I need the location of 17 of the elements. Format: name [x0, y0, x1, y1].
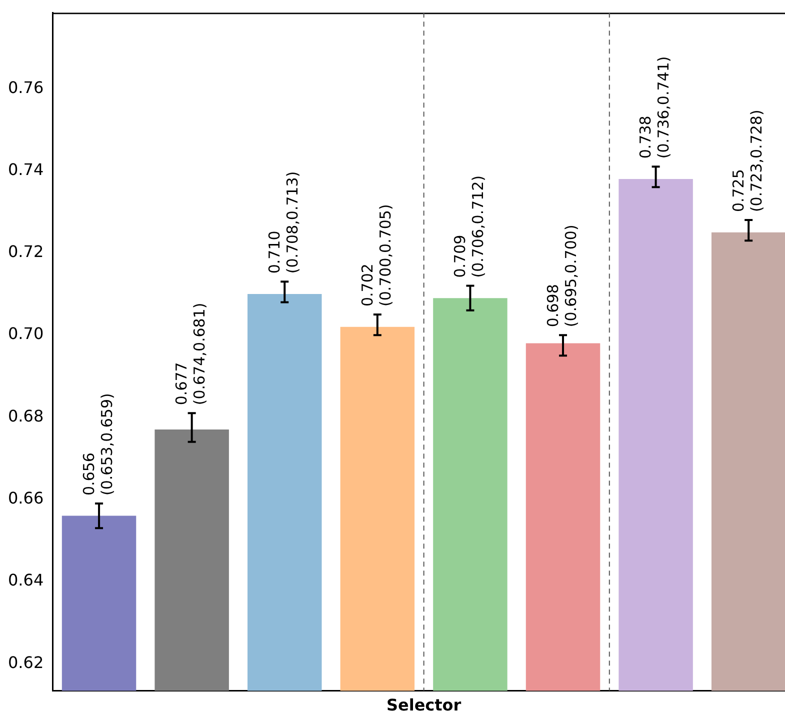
- x-axis-title: Selector: [386, 696, 462, 715]
- data-label: 0.677 (0.674,0.681): [172, 302, 209, 406]
- y-tick-label: 0.66: [8, 488, 44, 508]
- data-label: 0.702 (0.700,0.705): [358, 204, 394, 307]
- y-tick-label: 0.62: [8, 652, 44, 672]
- y-tick-label: 0.74: [8, 160, 44, 179]
- y-tick-label: 0.76: [8, 78, 44, 97]
- y-tick-label: 0.68: [8, 406, 44, 426]
- y-tick-label: 0.72: [8, 242, 44, 262]
- data-label: 0.709 (0.706,0.712): [451, 175, 488, 278]
- data-label: 0.710 (0.708,0.713): [266, 171, 302, 274]
- data-label: 0.738 (0.736,0.741): [636, 56, 673, 159]
- y-tick-label: 0.64: [8, 570, 44, 590]
- data-label: 0.725 (0.723,0.728): [729, 110, 766, 212]
- data-label: 0.656 (0.653,0.659): [80, 393, 116, 496]
- data-label: 0.698 (0.695,0.700): [544, 224, 580, 328]
- y-tick-label: 0.70: [8, 324, 44, 344]
